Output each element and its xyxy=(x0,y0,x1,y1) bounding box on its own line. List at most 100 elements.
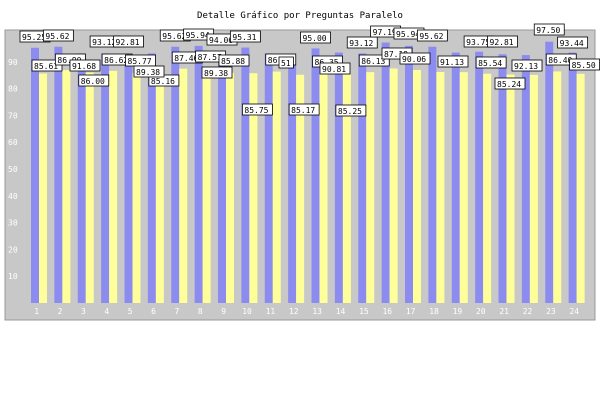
data-label: 85.88 xyxy=(221,57,245,66)
data-label: 92.13 xyxy=(514,62,538,71)
data-label-box xyxy=(300,31,331,44)
x-tick-label: 13 xyxy=(312,307,322,316)
bar xyxy=(576,73,585,303)
data-label-box xyxy=(319,62,351,75)
data-label: 86.62 xyxy=(104,56,128,65)
y-tick-label: 10 xyxy=(8,272,18,281)
data-label: 91.13 xyxy=(440,58,464,67)
bar xyxy=(226,72,234,303)
bar xyxy=(109,70,118,303)
data-label: 93.12 xyxy=(349,39,373,48)
bar xyxy=(413,69,421,303)
data-label: 95.31 xyxy=(232,33,256,42)
bar xyxy=(381,42,390,304)
data-label-box xyxy=(78,74,110,87)
bar xyxy=(483,73,492,303)
bar xyxy=(132,73,141,303)
data-label: 85.25 xyxy=(338,107,362,116)
data-label: 94.06 xyxy=(209,36,233,45)
data-label: 93.12 xyxy=(92,38,116,47)
data-label-box xyxy=(113,35,144,48)
bar xyxy=(147,53,156,303)
bar xyxy=(101,53,110,303)
data-label-box xyxy=(201,66,233,79)
x-tick-label: 18 xyxy=(429,307,439,316)
bar xyxy=(264,53,273,303)
data-label: 85.75 xyxy=(244,106,268,115)
bar xyxy=(31,47,39,304)
y-tick-label: 50 xyxy=(8,165,18,174)
bar xyxy=(389,68,398,303)
data-label-box xyxy=(31,59,63,72)
data-label: 86.00 xyxy=(81,77,105,86)
data-label-box xyxy=(229,30,261,43)
data-label: 95.62 xyxy=(162,32,186,41)
bar xyxy=(124,54,133,304)
bar xyxy=(475,51,484,303)
x-tick-label: 22 xyxy=(523,307,533,316)
data-label-box xyxy=(533,23,565,36)
bar xyxy=(85,72,94,304)
x-tick-label: 6 xyxy=(151,307,156,316)
bar xyxy=(202,68,211,303)
data-label-box xyxy=(218,54,250,67)
data-label: 93.44 xyxy=(560,39,584,48)
x-tick-label: 24 xyxy=(569,307,579,316)
data-label: 91.68 xyxy=(72,62,96,71)
bar xyxy=(288,55,297,303)
bar xyxy=(39,73,47,303)
data-label: 85.77 xyxy=(128,57,152,66)
bar xyxy=(529,74,538,304)
x-tick-label: 11 xyxy=(266,307,276,316)
x-tick-label: 15 xyxy=(359,307,369,316)
x-tick-label: 1 xyxy=(34,307,39,316)
data-label-box xyxy=(358,54,390,67)
data-label-box xyxy=(437,55,469,68)
data-label: 85.61 xyxy=(34,62,58,71)
data-label: 86.40 xyxy=(548,56,572,65)
data-label: 92.81 xyxy=(116,38,140,47)
bar xyxy=(405,45,413,303)
chart-title: Detalle Gráfico por Preguntas Paralelo xyxy=(197,11,403,21)
data-label: 95.94 xyxy=(186,31,210,40)
data-label: 85.17 xyxy=(291,106,315,115)
x-tick-label: 21 xyxy=(499,307,509,316)
data-label-box xyxy=(416,29,448,42)
data-label: 51 xyxy=(281,59,291,68)
data-label: 87.57 xyxy=(198,53,222,62)
bar xyxy=(272,71,281,303)
x-tick-label: 23 xyxy=(546,307,556,316)
data-label: 87.19 xyxy=(384,50,408,59)
bar xyxy=(241,47,250,303)
bar xyxy=(155,74,164,303)
bar xyxy=(179,68,188,303)
y-tick-label: 70 xyxy=(8,111,18,120)
data-label-box xyxy=(399,52,431,65)
data-label-box xyxy=(557,36,589,49)
data-label: 90.81 xyxy=(322,65,346,74)
bar xyxy=(62,70,71,303)
bar xyxy=(77,53,86,303)
y-tick-label: 60 xyxy=(8,138,18,147)
x-tick-label: 9 xyxy=(221,307,226,316)
bar xyxy=(334,52,343,304)
bar xyxy=(342,74,351,303)
data-label: 97.50 xyxy=(536,26,560,35)
data-label-box xyxy=(69,59,101,72)
data-label: 87.46 xyxy=(174,54,198,63)
y-tick-label: 90 xyxy=(8,58,18,67)
y-tick-label: 30 xyxy=(8,219,18,228)
y-tick-label: 40 xyxy=(8,192,18,201)
bar xyxy=(451,52,460,304)
bar xyxy=(171,46,180,303)
bar xyxy=(194,45,203,303)
bar xyxy=(568,52,577,304)
data-label: 90.06 xyxy=(402,55,426,64)
x-tick-label: 16 xyxy=(382,307,392,316)
data-label-box xyxy=(133,65,165,78)
data-label-box xyxy=(494,77,526,90)
bar xyxy=(506,74,515,304)
data-label: 85.16 xyxy=(151,77,175,86)
